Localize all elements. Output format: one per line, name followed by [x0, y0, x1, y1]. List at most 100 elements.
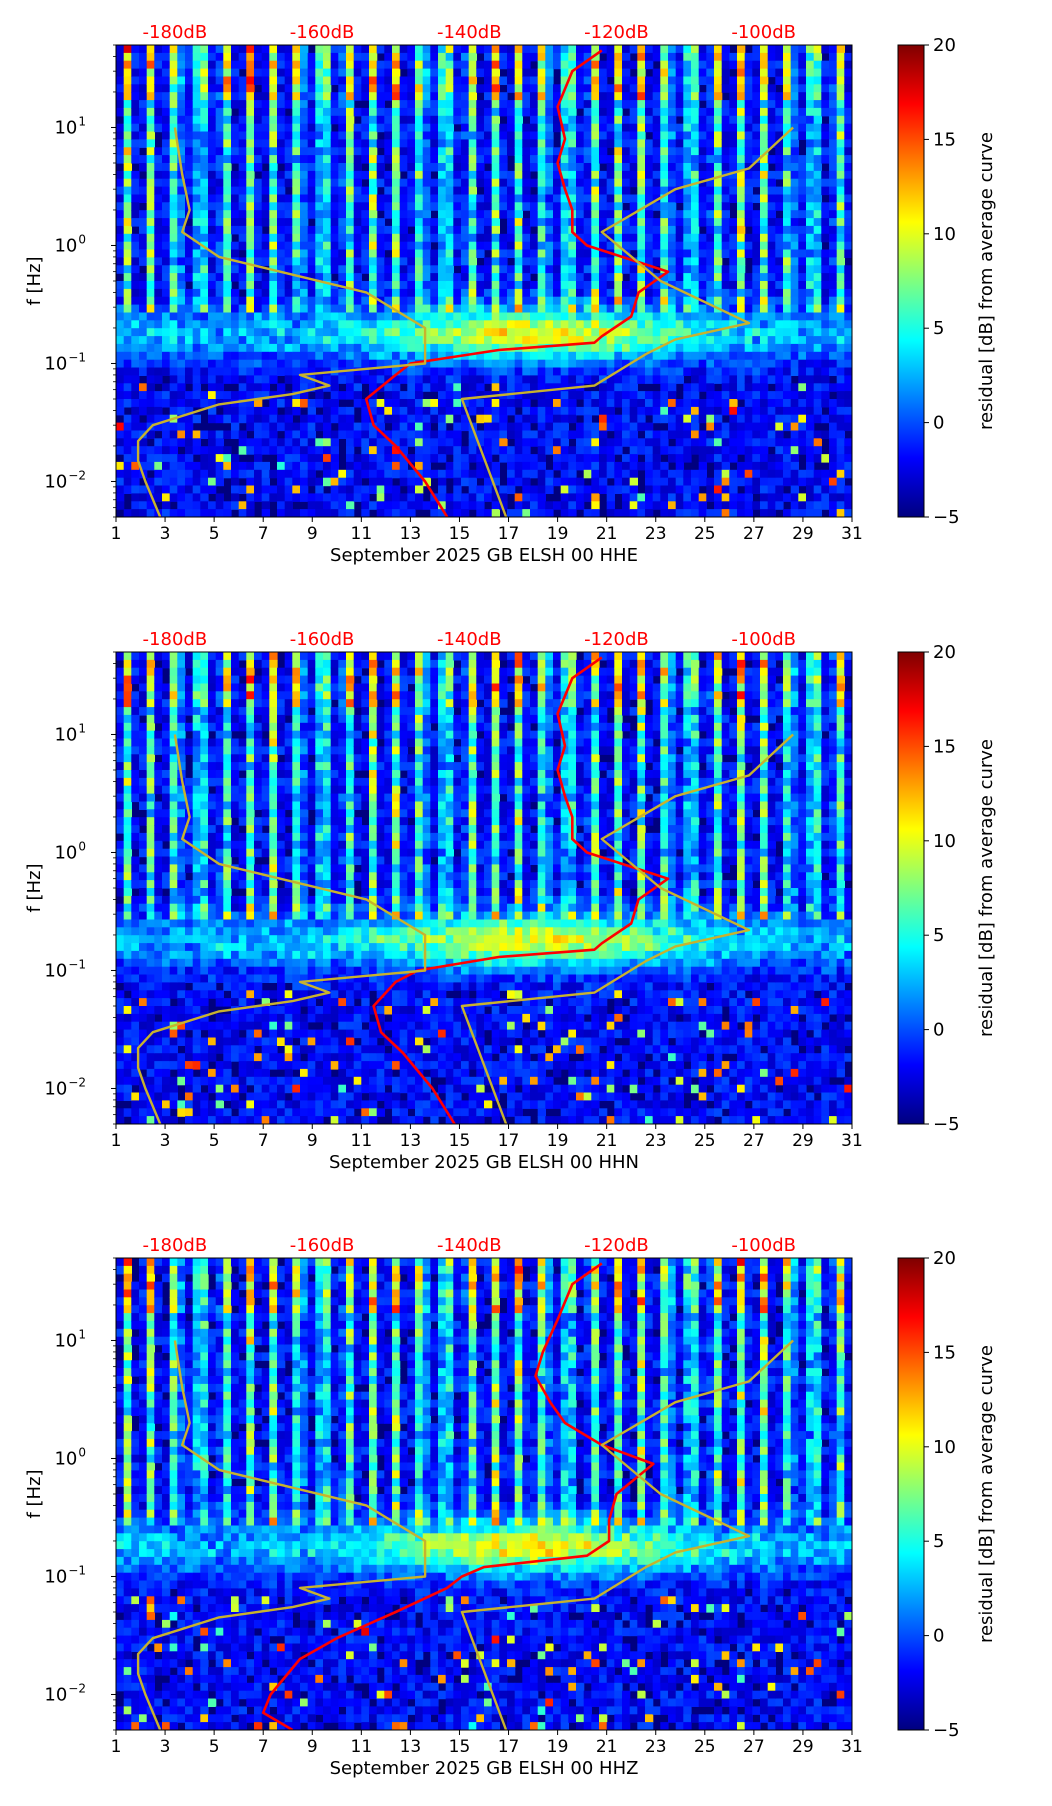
x-tick-label: 15	[449, 1131, 471, 1151]
x-tick-label: 23	[645, 524, 667, 544]
model-curve-line	[136, 127, 427, 517]
x-axis-label: September 2025 GB ELSH 00 HHZ	[330, 1758, 639, 1779]
plot-area	[116, 45, 852, 517]
y-tick-label: 10−1	[44, 350, 86, 374]
y-tick-label: 10−2	[44, 468, 86, 492]
colorbar-tick-label: 15	[933, 129, 956, 150]
x-tick-label: 31	[841, 1737, 863, 1757]
x-tick-label: 27	[743, 524, 765, 544]
y-tick-label: 101	[54, 114, 86, 138]
x-tick-label: 3	[160, 1737, 171, 1757]
x-tick-label: 7	[258, 524, 269, 544]
x-tick-label: 3	[160, 524, 171, 544]
y-tick-label: 10−1	[44, 1563, 86, 1587]
colorbar-gradient	[897, 44, 925, 518]
colorbar-tick-label: −5	[933, 1114, 960, 1135]
x-tick-label: 11	[351, 1737, 373, 1757]
top-axis-db-label: -140dB	[437, 629, 502, 650]
x-tick-label: 15	[449, 524, 471, 544]
x-tick-label: 23	[645, 1131, 667, 1151]
y-tick-label: 100	[54, 232, 86, 256]
top-axis-db-label: -140dB	[437, 22, 502, 43]
x-tick-label: 9	[307, 524, 318, 544]
colorbar-tick-label: 15	[933, 1342, 956, 1363]
y-axis-label: f [Hz]	[24, 1469, 45, 1518]
top-axis-db-label: -180dB	[143, 1235, 208, 1256]
top-axis-db-label: -140dB	[437, 1235, 502, 1256]
x-tick-label: 27	[743, 1131, 765, 1151]
y-tick-label: 100	[54, 839, 86, 863]
heatmap-cells	[116, 45, 852, 517]
top-axis-db-label: -120dB	[584, 1235, 649, 1256]
colorbar-gradient	[897, 1257, 925, 1731]
x-tick-label: 19	[547, 524, 569, 544]
x-tick-label: 13	[400, 1737, 422, 1757]
model-curve-line	[460, 733, 794, 1124]
x-tick-label: 21	[596, 524, 618, 544]
top-axis-db-label: -160dB	[290, 22, 355, 43]
colorbar-tick-label: 0	[933, 413, 944, 434]
y-tick-label: 10−2	[44, 1681, 86, 1705]
x-axis-label: September 2025 GB ELSH 00 HHN	[329, 1152, 639, 1173]
colorbar: 20 15 10 5 0 −5 residual [dB] from average cur…	[897, 35, 997, 528]
x-tick-label: 15	[449, 1737, 471, 1757]
x-tick-label: 21	[596, 1131, 618, 1151]
x-tick-label: 7	[258, 1131, 269, 1151]
noise-curve-line	[364, 49, 670, 517]
x-tick-label: 17	[498, 1131, 520, 1151]
x-tick-label: 29	[792, 1131, 814, 1151]
top-axis-db-label: -100dB	[731, 629, 796, 650]
heatmap-cells	[116, 652, 852, 1124]
model-curve-line	[136, 1340, 427, 1730]
x-tick-label: 3	[160, 1131, 171, 1151]
x-tick-label: 5	[209, 1737, 220, 1757]
colorbar-tick-label: 5	[933, 318, 944, 339]
x-tick-label: 7	[258, 1737, 269, 1757]
colorbar-tick-label: 0	[933, 1626, 944, 1647]
x-tick-label: 25	[694, 1131, 716, 1151]
x-tick-label: 13	[400, 524, 422, 544]
x-tick-label: 13	[400, 1131, 422, 1151]
x-tick-label: 9	[307, 1131, 318, 1151]
y-tick-label: 10−1	[44, 957, 86, 981]
model-curve-line	[460, 126, 794, 517]
plot-area	[116, 1258, 852, 1730]
top-axis-db-label: -100dB	[731, 22, 796, 43]
x-tick-label: 21	[596, 1737, 618, 1757]
colorbar-label: residual [dB] from average curve	[976, 132, 997, 430]
x-tick-label: 9	[307, 1737, 318, 1757]
x-tick-label: 5	[209, 524, 220, 544]
colorbar-tick-label: −5	[933, 1720, 960, 1741]
y-tick-label: 101	[54, 721, 86, 745]
x-tick-label: 19	[547, 1131, 569, 1151]
colorbar-tick-label: 15	[933, 736, 956, 757]
plot-area	[116, 652, 852, 1124]
colorbar-label: residual [dB] from average curve	[976, 1345, 997, 1643]
x-tick-label: 11	[351, 1131, 373, 1151]
colorbar-tick-label: 5	[933, 925, 944, 946]
x-tick-label: 1	[111, 1737, 122, 1757]
x-tick-label: 23	[645, 1737, 667, 1757]
y-axis-label: f [Hz]	[24, 863, 45, 912]
x-tick-label: 17	[498, 524, 520, 544]
colorbar-label: residual [dB] from average curve	[976, 739, 997, 1037]
x-tick-label: 27	[743, 1737, 765, 1757]
y-axis-label: f [Hz]	[24, 256, 45, 305]
colorbar-tick-label: 5	[933, 1531, 944, 1552]
heatmap-cells	[116, 1258, 852, 1730]
colorbar-tick-label: −5	[933, 507, 960, 528]
y-tick-label: 101	[54, 1327, 86, 1351]
x-tick-label: 25	[694, 1737, 716, 1757]
top-axis-db-label: -120dB	[584, 629, 649, 650]
colorbar: 20 15 10 5 0 −5 residual [dB] from average cur…	[897, 642, 997, 1135]
colorbar-tick-label: 20	[933, 642, 956, 663]
noise-curve-line	[372, 656, 670, 1124]
colorbar: 20 15 10 5 0 −5 residual [dB] from average cur…	[897, 1248, 997, 1741]
top-axis-db-label: -100dB	[731, 1235, 796, 1256]
y-tick-label: 10−2	[44, 1075, 86, 1099]
x-tick-label: 17	[498, 1737, 520, 1757]
x-tick-label: 29	[792, 1737, 814, 1757]
